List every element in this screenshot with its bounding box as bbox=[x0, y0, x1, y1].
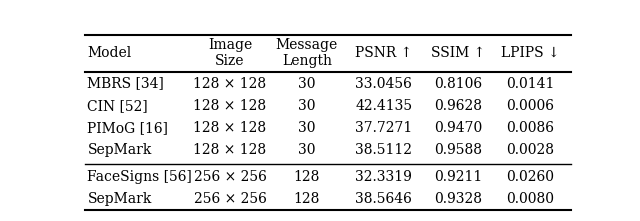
Text: CIN [52]: CIN [52] bbox=[88, 99, 148, 113]
Text: 30: 30 bbox=[298, 76, 316, 91]
Text: 0.8106: 0.8106 bbox=[434, 76, 483, 91]
Text: 0.0086: 0.0086 bbox=[506, 121, 554, 135]
Text: 128 × 128: 128 × 128 bbox=[193, 99, 267, 113]
Text: 42.4135: 42.4135 bbox=[355, 99, 412, 113]
Text: FaceSigns [56]: FaceSigns [56] bbox=[88, 170, 192, 184]
Text: SepMark: SepMark bbox=[88, 192, 152, 206]
Text: Message
Length: Message Length bbox=[276, 38, 338, 68]
Text: 0.0260: 0.0260 bbox=[506, 170, 554, 184]
Text: PIMoG [16]: PIMoG [16] bbox=[88, 121, 168, 135]
Text: 128 × 128: 128 × 128 bbox=[193, 76, 267, 91]
Text: 32.3319: 32.3319 bbox=[355, 170, 412, 184]
Text: 256 × 256: 256 × 256 bbox=[194, 192, 266, 206]
Text: 256 × 256: 256 × 256 bbox=[194, 170, 266, 184]
Text: Image
Size: Image Size bbox=[208, 38, 252, 68]
Text: SepMark: SepMark bbox=[88, 143, 152, 157]
Text: 30: 30 bbox=[298, 143, 316, 157]
Text: 0.0080: 0.0080 bbox=[506, 192, 554, 206]
Text: 0.0006: 0.0006 bbox=[506, 99, 554, 113]
Text: MBRS [34]: MBRS [34] bbox=[88, 76, 164, 91]
Text: 128: 128 bbox=[294, 170, 320, 184]
Text: 38.5646: 38.5646 bbox=[355, 192, 412, 206]
Text: 0.9470: 0.9470 bbox=[434, 121, 483, 135]
Text: LPIPS ↓: LPIPS ↓ bbox=[501, 46, 559, 60]
Text: PSNR ↑: PSNR ↑ bbox=[355, 46, 412, 60]
Text: 0.9588: 0.9588 bbox=[434, 143, 482, 157]
Text: 128 × 128: 128 × 128 bbox=[193, 121, 267, 135]
Text: 0.9328: 0.9328 bbox=[434, 192, 482, 206]
Text: 38.5112: 38.5112 bbox=[355, 143, 412, 157]
Text: 37.7271: 37.7271 bbox=[355, 121, 412, 135]
Text: 30: 30 bbox=[298, 99, 316, 113]
Text: 0.9211: 0.9211 bbox=[434, 170, 483, 184]
Text: 30: 30 bbox=[298, 121, 316, 135]
Text: 33.0456: 33.0456 bbox=[355, 76, 412, 91]
Text: 128 × 128: 128 × 128 bbox=[193, 143, 267, 157]
Text: SSIM ↑: SSIM ↑ bbox=[431, 46, 485, 60]
Text: Model: Model bbox=[88, 46, 132, 60]
Text: 0.0141: 0.0141 bbox=[506, 76, 554, 91]
Text: 128: 128 bbox=[294, 192, 320, 206]
Text: 0.9628: 0.9628 bbox=[434, 99, 482, 113]
Text: 0.0028: 0.0028 bbox=[506, 143, 554, 157]
